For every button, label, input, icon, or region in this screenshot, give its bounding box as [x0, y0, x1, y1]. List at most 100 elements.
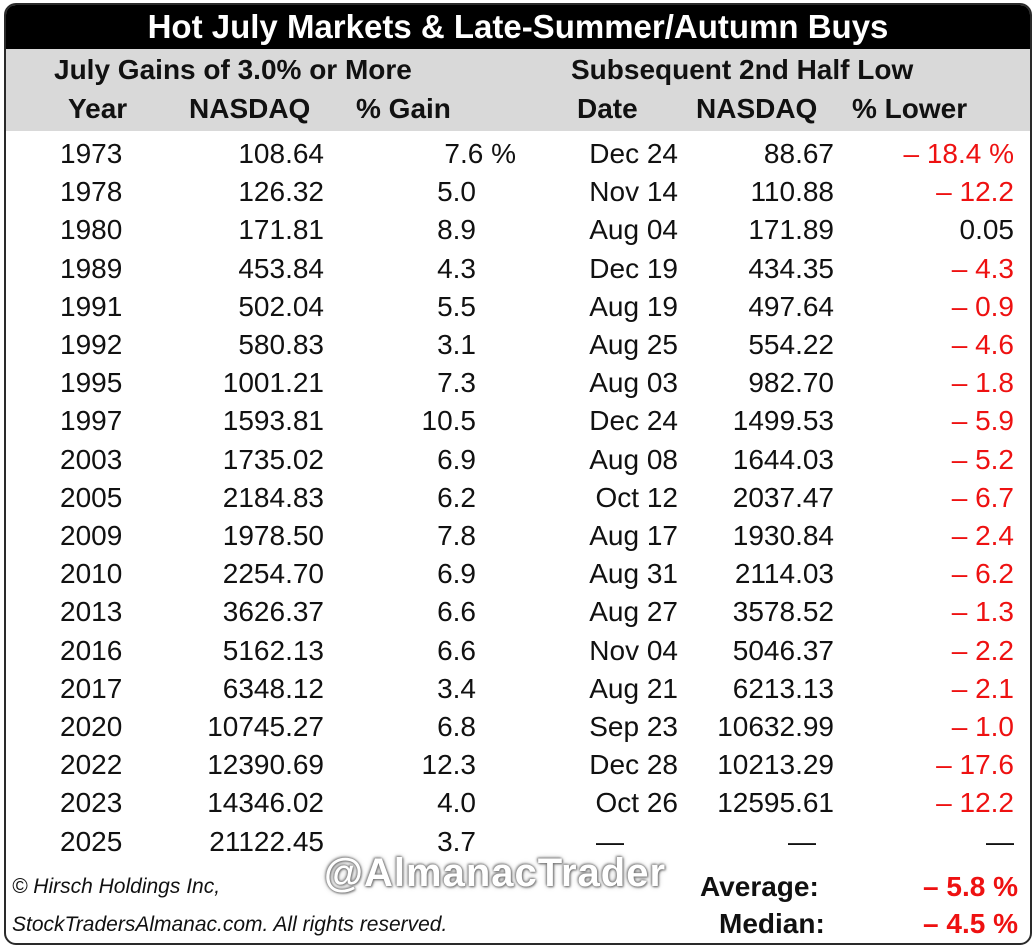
table-card: Hot July Markets & Late-Summer/Autumn Bu… [4, 3, 1032, 945]
cell-gain: 3.1 [437, 329, 476, 360]
cell-low-nasdaq: 1499.53 [732, 405, 834, 437]
cell-date: Nov 04 [589, 634, 678, 666]
watermark: @AlmanacTrader [324, 851, 667, 895]
cell-gain: 3.4 [437, 672, 476, 704]
cell-date: Aug 17 [589, 520, 678, 551]
cell-nasdaq: 108.64 [238, 138, 324, 169]
cell-nasdaq: 171.81 [238, 214, 324, 246]
cell-low-nasdaq: 5046.37 [732, 634, 834, 666]
group-header-subsequent-low: Subsequent 2nd Half Low [571, 54, 914, 85]
cell-year: 2005 [60, 481, 123, 513]
table-row: 1980 171.81 8.9 Aug 04 171.89 0.05 [6, 211, 1030, 249]
median-value: – 4.5 % [923, 908, 1018, 939]
cell-low-nasdaq: 10213.29 [717, 749, 834, 781]
cell-low-nasdaq: 6213.13 [732, 672, 834, 704]
cell-nasdaq: 126.32 [238, 176, 324, 208]
cell-nasdaq: 14346.02 [207, 787, 324, 819]
cell-gain: 4.3 [437, 252, 476, 284]
cell-gain: 7.3 [437, 367, 476, 399]
cell-lower: – 12.2 [936, 176, 1014, 208]
table-row: 2009 1978.50 7.8 Aug 17 1930.84 – 2.4 [6, 517, 1030, 555]
cell-nasdaq: 580.83 [238, 329, 324, 360]
table-row: 2016 5162.13 6.6 Nov 04 5046.37 – 2.2 [6, 632, 1030, 670]
cell-date: Aug 08 [589, 443, 678, 475]
cell-low-nasdaq: 2114.03 [734, 558, 834, 590]
cell-nasdaq: 3626.37 [222, 596, 324, 628]
cell-date: Oct 26 [595, 787, 678, 819]
cell-gain: 8.9 [437, 214, 476, 246]
header-band: July Gains of 3.0% or More Subsequent 2n… [6, 49, 1030, 131]
cell-nasdaq: 2184.83 [222, 481, 324, 513]
table-row: 2005 2184.83 6.2 Oct 12 2037.47 – 6.7 [6, 479, 1030, 517]
cell-year: 2009 [60, 520, 123, 551]
cell-lower: — [986, 825, 1014, 857]
cell-date: Aug 31 [589, 558, 678, 590]
cell-date: Dec 19 [589, 252, 678, 284]
cell-gain: 6.9 [437, 558, 476, 590]
cell-gain: 5.0 [437, 176, 476, 208]
cell-lower: – 2.4 [951, 520, 1014, 551]
column-header-low-nasdaq: NASDAQ [696, 93, 818, 124]
cell-lower: – 12.2 [936, 787, 1014, 819]
cell-lower: – 5.9 [951, 405, 1014, 437]
cell-gain: 6.2 [437, 481, 476, 513]
cell-date: Aug 25 [589, 329, 678, 360]
average-label: Average: [700, 871, 819, 902]
cell-date: Sep 23 [589, 711, 678, 742]
table-row: 1991 502.04 5.5 Aug 19 497.64 – 0.9 [6, 288, 1030, 326]
table-row: 2017 6348.12 3.4 Aug 21 6213.13 – 2.1 [6, 670, 1030, 708]
cell-lower: – 4.3 [951, 252, 1014, 284]
cell-date: Dec 24 [589, 138, 678, 169]
cell-low-nasdaq: 3578.52 [732, 596, 834, 628]
cell-low-nasdaq: 497.64 [748, 290, 834, 322]
cell-nasdaq: 21122.45 [209, 825, 324, 857]
cell-gain: 3.7 [437, 825, 476, 857]
group-header-july-gains: July Gains of 3.0% or More [54, 54, 412, 85]
cell-year: 1973 [60, 138, 123, 169]
cell-low-nasdaq: 171.89 [748, 214, 834, 246]
table-row: 1992 580.83 3.1 Aug 25 554.22 – 4.6 [6, 326, 1030, 364]
table-row: 2020 10745.27 6.8 Sep 23 10632.99 – 1.0 [6, 708, 1030, 746]
column-header-gain: % Gain [356, 93, 451, 124]
cell-lower: – 1.3 [951, 596, 1014, 628]
cell-lower: – 5.2 [951, 443, 1014, 475]
cell-date: — [596, 825, 624, 857]
table-row: 1973 108.64 7.6 % Dec 24 88.67 – 18.4 % [6, 135, 1030, 173]
cell-nasdaq: 12390.69 [207, 749, 324, 781]
cell-low-nasdaq: 982.70 [748, 367, 834, 399]
table-row: 2010 2254.70 6.9 Aug 31 2114.03 – 6.2 [6, 555, 1030, 593]
cell-nasdaq: 1735.02 [222, 443, 324, 475]
cell-gain: 4.0 [437, 787, 476, 819]
cell-gain: 6.6 [437, 596, 476, 628]
cell-lower: 0.05 [959, 214, 1015, 246]
average-value: – 5.8 % [923, 871, 1018, 902]
cell-date: Aug 19 [589, 290, 678, 322]
table-row: 2022 12390.69 12.3 Dec 28 10213.29 – 17.6 [6, 746, 1030, 784]
cell-lower: – 6.7 [951, 481, 1014, 513]
table-row: 2013 3626.37 6.6 Aug 27 3578.52 – 1.3 [6, 593, 1030, 631]
cell-gain: 6.9 [437, 443, 476, 475]
cell-lower: – 1.0 [951, 711, 1014, 742]
cell-nasdaq: 5162.13 [222, 634, 324, 666]
cell-low-nasdaq: 1930.84 [732, 520, 834, 551]
cell-gain: 12.3 [421, 749, 477, 781]
cell-gain: 10.5 [421, 405, 477, 437]
cell-low-nasdaq: 1644.03 [732, 443, 834, 475]
cell-gain: 7.6 % [444, 138, 516, 169]
cell-low-nasdaq: 12595.61 [717, 787, 834, 819]
cell-nasdaq: 453.84 [238, 252, 324, 284]
median-label: Median: [719, 908, 825, 939]
cell-date: Oct 12 [595, 481, 678, 513]
cell-year: 2023 [60, 787, 123, 819]
cell-nasdaq: 6348.12 [222, 672, 324, 704]
cell-year: 1997 [60, 405, 123, 437]
column-header-year: Year [68, 93, 128, 124]
cell-date: Dec 28 [589, 749, 678, 781]
cell-lower: – 6.2 [951, 558, 1014, 590]
table-row: 2025 21122.45 3.7 — — — [6, 823, 1030, 861]
cell-date: Dec 24 [589, 405, 678, 437]
cell-nasdaq: 1001.21 [222, 367, 324, 399]
cell-low-nasdaq: 434.35 [748, 252, 834, 284]
cell-lower: – 2.2 [951, 634, 1014, 666]
table-row: 1989 453.84 4.3 Dec 19 434.35 – 4.3 [6, 250, 1030, 288]
